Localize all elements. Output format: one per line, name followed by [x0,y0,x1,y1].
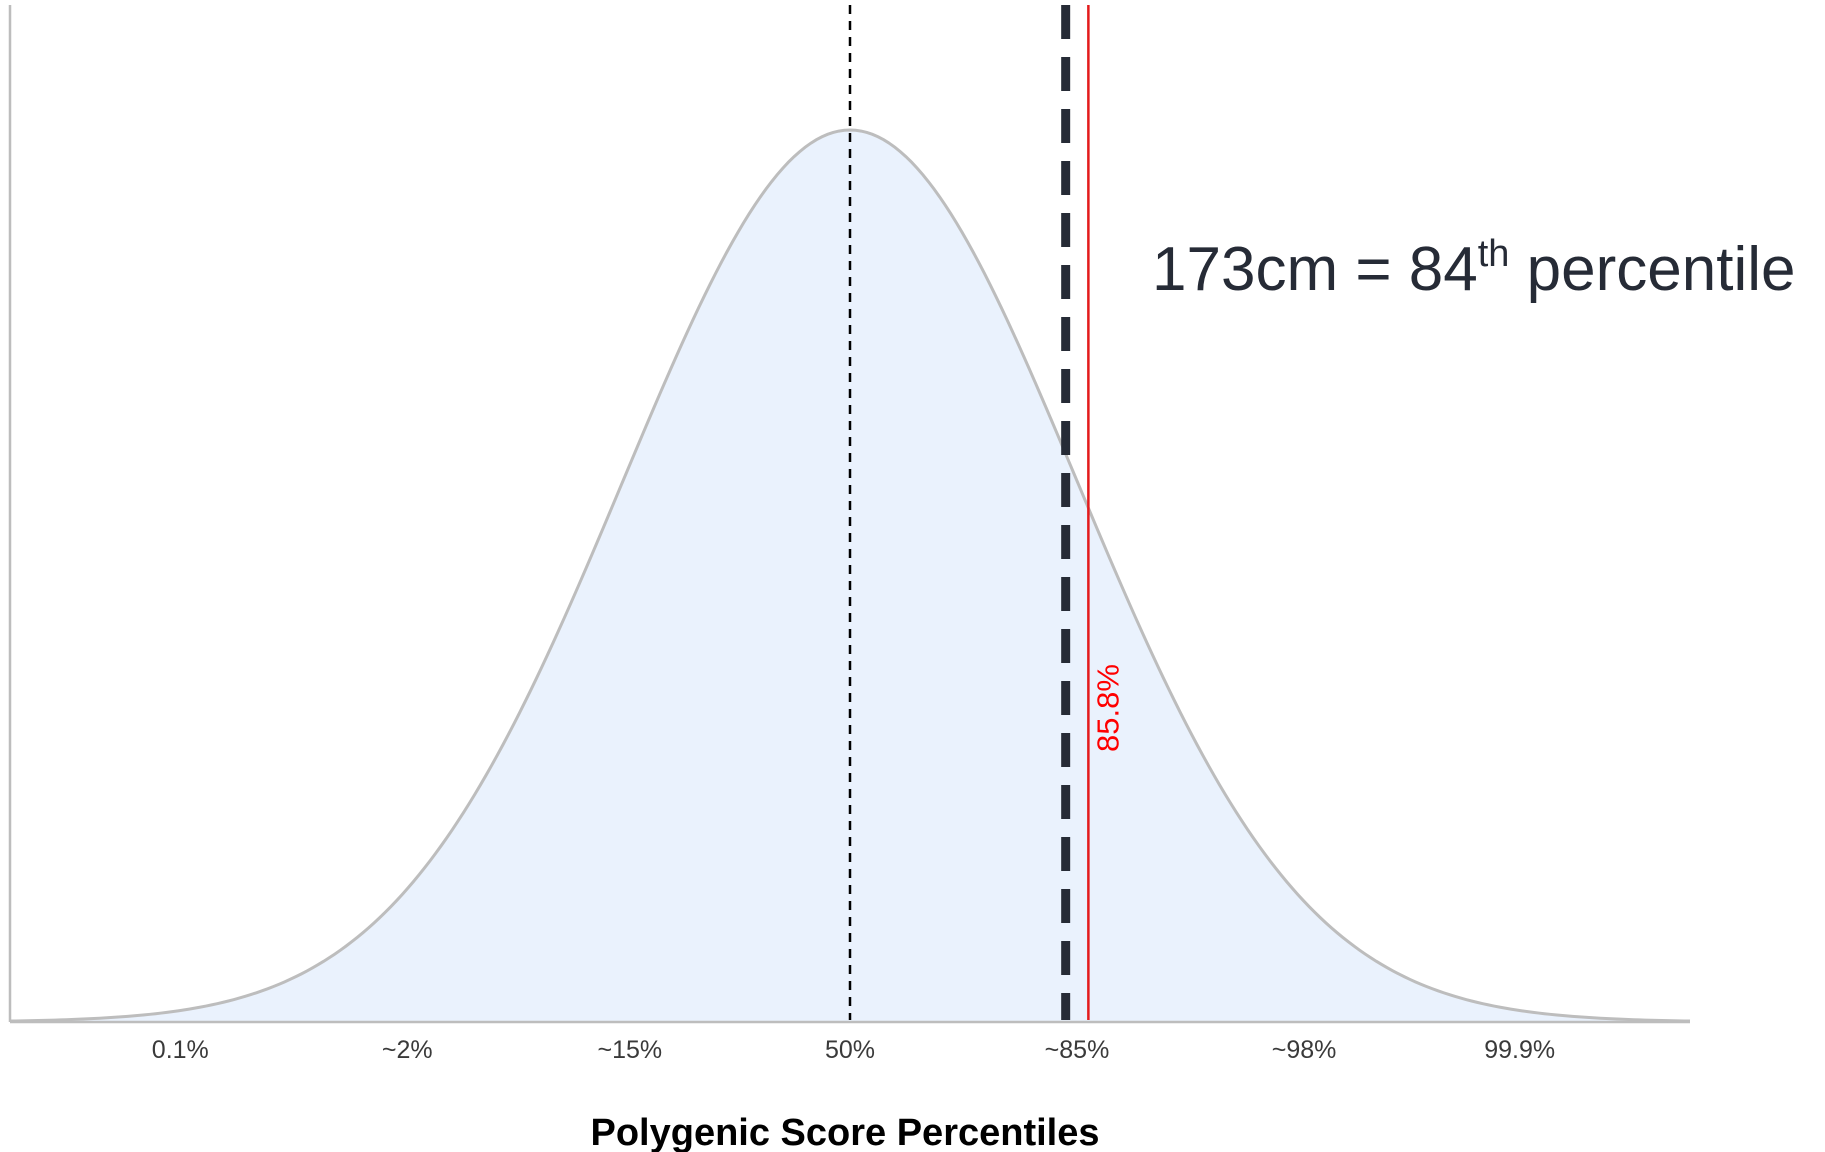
x-tick-label: ~98% [1272,1036,1337,1064]
x-tick-label: 50% [825,1036,875,1064]
x-tick-label: 0.1% [152,1036,209,1064]
x-tick-label: 99.9% [1484,1036,1555,1064]
annotation-main-text: 173cm = 84 [1152,235,1478,304]
x-axis-title: Polygenic Score Percentiles [590,1112,1099,1152]
x-tick-label: ~15% [597,1036,662,1064]
score-line-label: 85.8% [1090,664,1125,752]
plot-area: 85.8% [8,5,1691,1024]
x-tick-labels: 0.1% ~2% ~15% 50% ~85% ~98% 99.9% [152,1036,1555,1064]
annotation-superscript: th [1478,233,1510,275]
x-tick-label: ~2% [382,1036,433,1064]
annotation-tail-text: percentile [1509,235,1795,304]
density-curve [9,128,1691,1023]
x-tick-label: ~85% [1045,1036,1110,1064]
density-area [10,129,1690,1023]
percentile-annotation: 173cm = 84th percentile [1152,233,1795,304]
